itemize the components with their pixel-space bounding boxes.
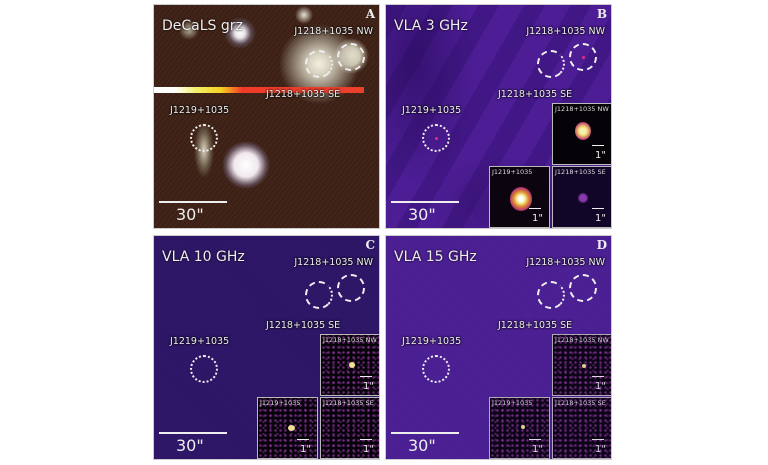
inset-j1219: J1219+1035 1"	[489, 166, 550, 228]
inset-scale-bar	[360, 376, 372, 377]
scale-bar	[159, 432, 227, 434]
inset-label: J1219+1035	[492, 168, 533, 176]
inset-scale-bar	[592, 208, 604, 209]
label-nw: J1218+1035 NW	[526, 257, 605, 268]
label-j1219: J1219+1035	[170, 105, 230, 116]
panel-letter: C	[365, 238, 375, 252]
inset-label: J1218+1035 NW	[323, 336, 377, 344]
scale-label: 30"	[408, 436, 436, 455]
source-blob	[575, 122, 591, 140]
inset-scale-bar	[592, 376, 604, 377]
panel-title: VLA 10 GHz	[162, 249, 245, 265]
scale-bar	[391, 201, 459, 203]
source-dot	[582, 56, 585, 59]
scale-label: 30"	[408, 205, 436, 224]
inset-j1219: J1219+1035 1"	[489, 397, 550, 459]
circle-nw	[337, 274, 365, 302]
inset-scale-label: 1"	[595, 213, 606, 224]
inset-nw: J1218+1035 NW 1"	[552, 103, 611, 165]
inset-se: J1218+1035 SE 1"	[320, 397, 379, 459]
inset-se: J1218+1035 SE 1"	[552, 166, 611, 228]
panel-title: VLA 15 GHz	[394, 249, 477, 265]
inset-label: J1219+1035	[260, 399, 301, 407]
satellite-streak	[154, 87, 364, 93]
inset-scale-label: 1"	[595, 150, 606, 161]
circle-nw	[569, 274, 597, 302]
circle-nw	[337, 43, 365, 71]
label-se: J1218+1035 SE	[498, 89, 573, 100]
inset-label: J1218+1035 SE	[323, 399, 374, 407]
label-se: J1218+1035 SE	[266, 89, 341, 100]
panel-letter: B	[596, 7, 607, 21]
inset-scale-label: 1"	[300, 444, 311, 455]
inset-scale-bar	[529, 439, 541, 440]
circle-se	[537, 281, 565, 309]
scale-bar	[159, 201, 227, 203]
inset-scale-label: 1"	[363, 381, 374, 392]
label-j1219: J1219+1035	[402, 336, 462, 347]
inset-scale-bar	[297, 439, 309, 440]
inset-se: J1218+1035 SE 1"	[552, 397, 611, 459]
label-nw: J1218+1035 NW	[526, 26, 605, 37]
source-blob	[578, 193, 588, 203]
inset-label: J1218+1035 SE	[555, 168, 606, 176]
circle-j1219	[190, 124, 218, 152]
panel-letter: D	[596, 238, 607, 252]
label-nw: J1218+1035 NW	[294, 257, 373, 268]
panel-a-decals: DeCaLS grz A J1218+1035 NW J1218+1035 SE…	[153, 4, 380, 229]
label-se: J1218+1035 SE	[266, 320, 341, 331]
panel-title: DeCaLS grz	[162, 18, 243, 34]
inset-scale-bar	[592, 145, 604, 146]
source-blob	[582, 364, 586, 368]
source-blob	[521, 425, 525, 429]
inset-scale-bar	[592, 439, 604, 440]
scale-label: 30"	[176, 205, 204, 224]
label-nw: J1218+1035 NW	[294, 26, 373, 37]
circle-j1219	[190, 355, 218, 383]
source-blob	[349, 362, 355, 368]
circle-nw	[569, 43, 597, 71]
inset-label: J1218+1035 NW	[555, 336, 609, 344]
panel-title: VLA 3 GHz	[394, 18, 468, 34]
inset-label: J1218+1035 NW	[555, 105, 609, 113]
inset-nw: J1218+1035 NW 1"	[320, 334, 379, 396]
source-blob	[510, 187, 532, 211]
inset-scale-label: 1"	[363, 444, 374, 455]
inset-j1219: J1219+1035 1"	[257, 397, 318, 459]
label-j1219: J1219+1035	[170, 336, 230, 347]
source-dot	[435, 137, 438, 140]
panel-b-vla-3ghz: VLA 3 GHz B J1218+1035 NW J1218+1035 SE …	[385, 4, 612, 229]
circle-j1219	[422, 124, 450, 152]
inset-scale-bar	[529, 208, 541, 209]
label-j1219: J1219+1035	[402, 105, 462, 116]
source-blob	[288, 425, 295, 431]
inset-scale-label: 1"	[595, 381, 606, 392]
inset-scale-label: 1"	[532, 444, 543, 455]
inset-label: J1218+1035 SE	[555, 399, 606, 407]
circle-se	[537, 50, 565, 78]
scale-bar	[391, 432, 459, 434]
circle-se	[305, 50, 333, 78]
circle-se	[305, 281, 333, 309]
inset-nw: J1218+1035 NW 1"	[552, 334, 611, 396]
panel-letter: A	[365, 7, 375, 21]
inset-scale-label: 1"	[532, 213, 543, 224]
inset-scale-label: 1"	[595, 444, 606, 455]
panel-d-vla-15ghz: VLA 15 GHz D J1218+1035 NW J1218+1035 SE…	[385, 235, 612, 460]
panel-c-vla-10ghz: VLA 10 GHz C J1218+1035 NW J1218+1035 SE…	[153, 235, 380, 460]
inset-scale-bar	[360, 439, 372, 440]
inset-label: J1219+1035	[492, 399, 533, 407]
label-se: J1218+1035 SE	[498, 320, 573, 331]
scale-label: 30"	[176, 436, 204, 455]
circle-j1219	[422, 355, 450, 383]
